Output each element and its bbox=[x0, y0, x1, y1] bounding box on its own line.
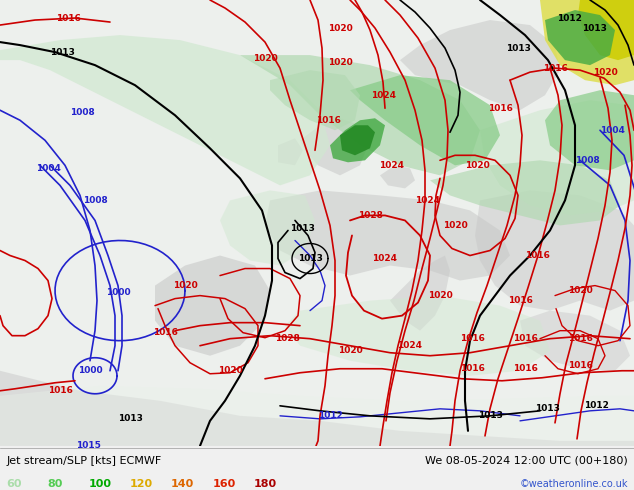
Polygon shape bbox=[0, 371, 634, 446]
Text: 1016: 1016 bbox=[316, 116, 340, 125]
Text: 1008: 1008 bbox=[70, 108, 94, 117]
Text: 1020: 1020 bbox=[427, 291, 453, 300]
Text: We 08-05-2024 12:00 UTC (00+180): We 08-05-2024 12:00 UTC (00+180) bbox=[425, 456, 628, 466]
Text: 1016: 1016 bbox=[508, 296, 533, 305]
Text: 60: 60 bbox=[6, 479, 22, 489]
Polygon shape bbox=[480, 100, 634, 216]
Polygon shape bbox=[270, 70, 360, 130]
Polygon shape bbox=[340, 125, 375, 155]
Text: 1020: 1020 bbox=[567, 286, 592, 295]
Text: 1016: 1016 bbox=[488, 104, 512, 113]
Text: 1024: 1024 bbox=[415, 196, 441, 205]
Polygon shape bbox=[300, 118, 368, 175]
Text: 1008: 1008 bbox=[574, 156, 599, 165]
Text: 1013: 1013 bbox=[297, 254, 323, 263]
Polygon shape bbox=[390, 255, 450, 331]
Text: 160: 160 bbox=[212, 479, 236, 489]
Polygon shape bbox=[0, 0, 634, 446]
Text: Jet stream/SLP [kts] ECMWF: Jet stream/SLP [kts] ECMWF bbox=[6, 456, 162, 466]
Text: 1024: 1024 bbox=[372, 91, 396, 99]
Polygon shape bbox=[330, 118, 385, 162]
Polygon shape bbox=[265, 191, 510, 281]
Text: 100: 100 bbox=[89, 479, 112, 489]
Text: 1016: 1016 bbox=[567, 361, 592, 370]
Text: 1016: 1016 bbox=[460, 334, 484, 343]
Text: 1024: 1024 bbox=[380, 161, 404, 170]
Text: 1012: 1012 bbox=[318, 411, 342, 420]
Text: 1016: 1016 bbox=[543, 64, 567, 73]
Text: 1020: 1020 bbox=[172, 281, 197, 290]
Text: 1028: 1028 bbox=[358, 211, 382, 220]
Text: 180: 180 bbox=[254, 479, 276, 489]
Text: 1000: 1000 bbox=[78, 366, 102, 375]
Text: 1020: 1020 bbox=[593, 68, 618, 76]
Text: 1013: 1013 bbox=[581, 24, 607, 32]
Text: 1016: 1016 bbox=[512, 334, 538, 343]
Polygon shape bbox=[0, 386, 634, 446]
Text: 1008: 1008 bbox=[82, 196, 107, 205]
Text: 1012: 1012 bbox=[557, 14, 581, 23]
Text: 1020: 1020 bbox=[252, 53, 278, 63]
Polygon shape bbox=[285, 295, 550, 376]
Polygon shape bbox=[240, 55, 480, 175]
Text: 1020: 1020 bbox=[217, 366, 242, 375]
Text: 120: 120 bbox=[130, 479, 153, 489]
Text: 1016: 1016 bbox=[153, 328, 178, 337]
Polygon shape bbox=[350, 75, 500, 165]
Text: 1016: 1016 bbox=[512, 364, 538, 373]
Text: 1004: 1004 bbox=[36, 164, 60, 173]
Text: 1000: 1000 bbox=[106, 288, 131, 297]
Polygon shape bbox=[540, 0, 634, 85]
Text: 1013: 1013 bbox=[117, 415, 143, 423]
Text: 1020: 1020 bbox=[338, 346, 363, 355]
Text: 1024: 1024 bbox=[373, 254, 398, 263]
Polygon shape bbox=[0, 35, 330, 185]
Text: 1028: 1028 bbox=[275, 334, 299, 343]
Polygon shape bbox=[545, 90, 634, 171]
Polygon shape bbox=[475, 191, 634, 311]
Polygon shape bbox=[520, 311, 630, 371]
Text: 1020: 1020 bbox=[465, 161, 489, 170]
Polygon shape bbox=[380, 165, 415, 188]
Text: 1015: 1015 bbox=[75, 441, 100, 450]
Text: 140: 140 bbox=[171, 479, 195, 489]
Polygon shape bbox=[400, 20, 560, 110]
Text: 1016: 1016 bbox=[460, 364, 484, 373]
Text: 1013: 1013 bbox=[505, 44, 531, 52]
Text: 1013: 1013 bbox=[290, 224, 314, 233]
Text: 1012: 1012 bbox=[583, 401, 609, 410]
Text: ©weatheronline.co.uk: ©weatheronline.co.uk bbox=[519, 479, 628, 489]
Text: 1016: 1016 bbox=[524, 251, 550, 260]
Polygon shape bbox=[220, 191, 315, 266]
Text: 1013: 1013 bbox=[49, 48, 74, 57]
Text: 1016: 1016 bbox=[56, 14, 81, 23]
Polygon shape bbox=[578, 0, 634, 60]
Text: 1020: 1020 bbox=[443, 221, 467, 230]
Text: 1016: 1016 bbox=[48, 386, 72, 395]
Text: 80: 80 bbox=[48, 479, 63, 489]
Text: 1016: 1016 bbox=[567, 334, 592, 343]
Polygon shape bbox=[155, 255, 270, 356]
Polygon shape bbox=[278, 138, 303, 165]
Text: 1013: 1013 bbox=[534, 404, 559, 414]
Text: 1024: 1024 bbox=[398, 341, 422, 350]
Polygon shape bbox=[545, 10, 615, 65]
Text: 1013: 1013 bbox=[477, 411, 502, 420]
Text: 1020: 1020 bbox=[328, 58, 353, 67]
Polygon shape bbox=[430, 160, 620, 225]
Text: 1020: 1020 bbox=[328, 24, 353, 32]
Text: 1004: 1004 bbox=[600, 126, 624, 135]
